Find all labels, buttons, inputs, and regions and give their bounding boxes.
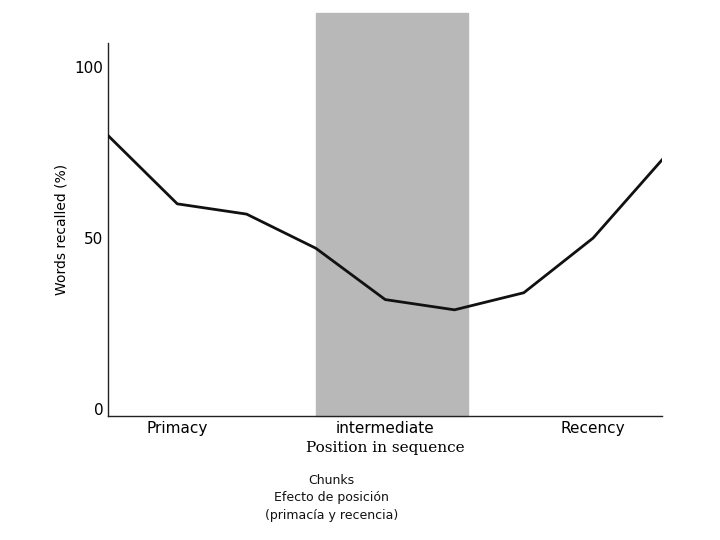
Text: Efecto de posición: Efecto de posición [274,491,389,504]
Text: (primacía y recencia): (primacía y recencia) [264,509,398,522]
Y-axis label: Words recalled (%): Words recalled (%) [55,164,68,295]
Bar [316,14,469,416]
Text: Chunks: Chunks [308,474,354,487]
X-axis label: Position in sequence: Position in sequence [306,441,464,455]
